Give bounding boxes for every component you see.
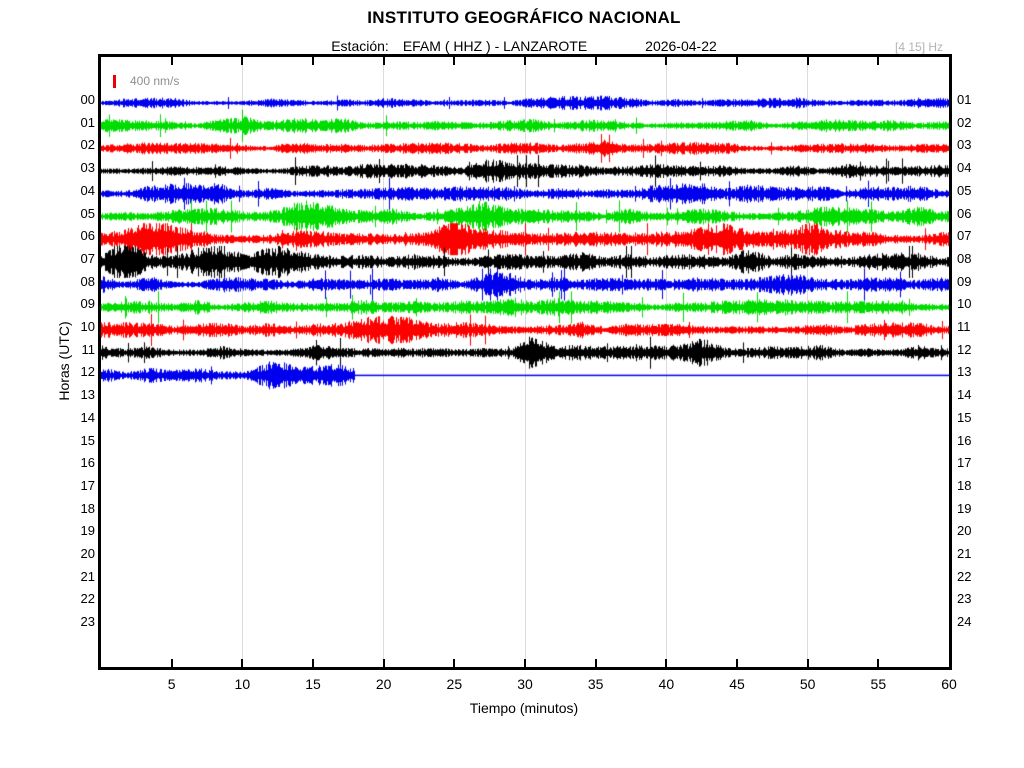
page-title: INSTITUTO GEOGRÁFICO NACIONAL	[367, 8, 681, 27]
x-tick-label-60: 60	[941, 676, 957, 692]
hour-label-left-05: 05	[80, 205, 95, 221]
hour-label-right-16: 16	[957, 432, 972, 448]
hour-label-right-10: 10	[957, 296, 972, 312]
hour-label-left-17: 17	[80, 477, 95, 493]
x-tick-label-20: 20	[375, 676, 392, 692]
x-tick-label-25: 25	[446, 676, 463, 692]
tick-top-minute-35	[594, 57, 597, 65]
x-tick-label-40: 40	[658, 676, 675, 692]
tick-top-minute-5	[170, 57, 173, 65]
scale-bar-icon	[113, 74, 116, 88]
tick-top-minute-55	[877, 57, 880, 65]
x-tick-label-50: 50	[799, 676, 816, 692]
tick-bottom-minute-10	[241, 659, 244, 667]
hour-label-left-15: 15	[80, 432, 95, 448]
hour-label-left-21: 21	[80, 568, 95, 584]
hour-label-left-03: 03	[80, 160, 95, 176]
hour-label-right-18: 18	[957, 477, 972, 493]
hour-label-right-15: 15	[957, 409, 972, 425]
hour-label-right-22: 22	[957, 568, 972, 584]
tick-bottom-minute-55	[877, 659, 880, 667]
hour-label-right-24: 24	[957, 614, 972, 630]
tick-bottom-minute-15	[312, 659, 314, 667]
hour-label-left-12: 12	[80, 364, 95, 380]
hour-label-right-03: 03	[957, 137, 972, 153]
hour-label-left-10: 10	[80, 319, 95, 334]
filter-band-label: [4 15] Hz	[895, 40, 944, 54]
hour-label-right-07: 07	[957, 228, 972, 244]
hour-label-left-22: 22	[80, 591, 95, 607]
subtitle: Estación: EFAM ( HHZ ) - LANZAROTE 2026-…	[100, 38, 948, 54]
tick-top-minute-45	[736, 57, 738, 65]
x-axis-title: Tiempo (minutos)	[469, 700, 579, 716]
tick-bottom-minute-30	[524, 659, 526, 667]
tick-top-minute-50	[806, 57, 809, 65]
x-tick-label-45: 45	[729, 676, 745, 692]
hour-label-right-05: 05	[957, 182, 972, 198]
station-value: EFAM ( HHZ ) - LANZAROTE	[402, 38, 588, 54]
date-value: 2026-04-22	[645, 38, 717, 54]
tick-bottom-minute-35	[594, 659, 597, 667]
tick-top-minute-40	[665, 57, 668, 65]
hour-label-right-02: 02	[957, 114, 972, 130]
tick-bottom-minute-5	[170, 659, 173, 667]
tick-top-minute-20	[382, 57, 385, 65]
hour-label-right-17: 17	[957, 455, 972, 471]
hour-label-right-14: 14	[957, 387, 972, 403]
hour-label-left-06: 06	[80, 228, 95, 244]
x-tick-label-35: 35	[587, 676, 604, 692]
hour-label-left-09: 09	[80, 296, 95, 312]
x-tick-label-10: 10	[234, 676, 251, 692]
hour-label-left-08: 08	[80, 273, 95, 289]
hour-label-right-08: 08	[957, 250, 972, 266]
x-tick-label-15: 15	[305, 676, 321, 692]
hour-label-left-18: 18	[80, 500, 95, 516]
tick-bottom-minute-40	[665, 659, 668, 667]
hour-label-right-09: 09	[957, 273, 972, 289]
hour-label-left-11: 11	[81, 341, 96, 357]
hour-label-right-06: 06	[957, 205, 972, 221]
tick-top-minute-30	[524, 57, 526, 65]
seismogram-traces	[101, 57, 949, 661]
hour-label-left-00: 00	[80, 92, 95, 107]
hour-label-left-01: 01	[80, 114, 95, 130]
plot-area: 400 nm/s	[98, 54, 952, 670]
hour-label-right-23: 23	[957, 591, 972, 607]
hour-label-right-21: 21	[957, 546, 972, 561]
tick-top-minute-10	[241, 57, 244, 65]
hour-label-left-19: 19	[80, 523, 95, 539]
hour-label-left-07: 07	[80, 250, 95, 266]
tick-bottom-minute-45	[736, 659, 738, 667]
hour-label-left-02: 02	[80, 137, 95, 153]
hour-label-right-19: 19	[957, 500, 972, 516]
hour-label-right-01: 01	[957, 92, 972, 107]
hour-label-left-16: 16	[80, 455, 95, 471]
scale-label: 400 nm/s	[130, 74, 180, 88]
tick-bottom-minute-50	[806, 659, 809, 667]
hour-label-left-23: 23	[80, 614, 95, 630]
hour-label-left-13: 13	[80, 387, 95, 403]
x-tick-label-55: 55	[870, 676, 887, 692]
hour-label-right-12: 12	[957, 341, 972, 357]
scale-marker: 400 nm/s	[113, 74, 179, 88]
tick-top-minute-25	[453, 57, 456, 65]
hour-label-left-14: 14	[80, 409, 95, 425]
hour-label-left-20: 20	[80, 546, 95, 561]
tick-top-minute-15	[312, 57, 314, 65]
tick-bottom-minute-25	[453, 659, 456, 667]
station-label: Estación:	[331, 38, 389, 54]
hour-label-right-04: 04	[957, 160, 972, 176]
hour-label-right-20: 20	[957, 523, 972, 539]
x-tick-label-5: 5	[167, 676, 176, 692]
tick-bottom-minute-20	[382, 659, 385, 667]
hour-label-left-04: 04	[80, 182, 95, 198]
hour-label-right-13: 13	[957, 364, 972, 380]
hour-label-right-11: 11	[957, 319, 971, 334]
x-tick-label-30: 30	[517, 676, 533, 692]
